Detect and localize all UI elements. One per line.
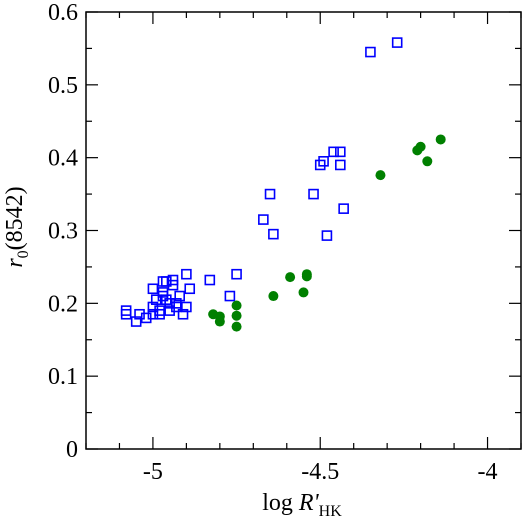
data-point-square xyxy=(120,305,132,316)
data-point-square xyxy=(314,159,326,171)
y-tick-label: 0.3 xyxy=(48,219,78,245)
data-point-square xyxy=(171,298,182,309)
data-point-circle xyxy=(214,311,225,322)
y-tick-label: 0 xyxy=(66,437,78,463)
data-point-square xyxy=(224,290,236,302)
y-tick-label: 0.1 xyxy=(48,364,78,390)
plot-frame xyxy=(85,11,522,450)
data-point-square xyxy=(338,203,349,214)
data-point-square xyxy=(147,283,159,295)
y-tick-label: 0.4 xyxy=(48,146,78,172)
data-point-square xyxy=(154,305,165,316)
data-point-square xyxy=(258,214,269,225)
data-points xyxy=(120,37,446,332)
y-axis-label: r0(8542) xyxy=(2,186,32,267)
plot-area xyxy=(85,11,522,450)
data-point-square xyxy=(164,298,175,309)
data-point-circle xyxy=(435,134,446,145)
data-point-square xyxy=(174,290,185,302)
data-point-square xyxy=(164,305,175,316)
data-point-circle xyxy=(301,269,312,280)
data-point-square xyxy=(181,268,192,280)
data-point-circle xyxy=(422,156,433,167)
data-point-circle xyxy=(268,291,279,302)
tick-labels: -5 -4.5 -4 0 0.1 0.2 0.3 0.4 0.5 0.6 xyxy=(48,0,498,485)
y-tick-label: 0.5 xyxy=(48,73,78,99)
data-point-circle xyxy=(298,287,309,298)
data-point-square xyxy=(264,188,276,200)
data-point-square xyxy=(134,308,145,320)
data-point-square xyxy=(130,316,142,327)
data-point-square xyxy=(161,276,172,287)
y-tick-label: 0.6 xyxy=(48,0,78,26)
data-point-square xyxy=(184,283,196,295)
data-point-square xyxy=(120,308,132,320)
data-point-square xyxy=(231,268,242,280)
data-point-square xyxy=(161,294,172,305)
data-point-circle xyxy=(231,300,242,311)
data-point-square xyxy=(177,308,189,320)
data-point-square xyxy=(157,276,169,287)
x-tick-label: -4 xyxy=(478,459,498,485)
data-point-circle xyxy=(415,141,426,152)
data-point-square xyxy=(167,274,179,286)
data-point-square xyxy=(147,301,159,313)
data-point-square xyxy=(181,301,192,313)
data-point-circle xyxy=(375,170,386,181)
x-tick-label: -4.5 xyxy=(301,459,339,485)
data-point-square xyxy=(308,188,319,200)
data-point-square xyxy=(204,274,216,286)
data-point-square xyxy=(268,228,279,240)
data-point-square xyxy=(335,146,346,158)
data-point-square xyxy=(335,159,346,171)
data-point-square xyxy=(147,308,159,320)
x-axis-label: log R'HK xyxy=(262,490,342,517)
data-point-circle xyxy=(285,272,296,283)
data-point-square xyxy=(140,312,152,324)
data-point-square xyxy=(318,156,329,167)
data-point-square xyxy=(365,46,376,58)
data-point-square xyxy=(150,294,162,305)
data-point-square xyxy=(328,146,339,158)
data-point-circle xyxy=(231,321,242,332)
x-tick-label: -5 xyxy=(143,459,163,485)
data-point-square xyxy=(391,37,403,48)
y-tick-label: 0.2 xyxy=(48,291,78,317)
data-point-square xyxy=(157,287,169,298)
axis-ticks xyxy=(85,11,522,450)
data-point-square xyxy=(321,230,333,241)
data-point-circle xyxy=(231,310,242,321)
